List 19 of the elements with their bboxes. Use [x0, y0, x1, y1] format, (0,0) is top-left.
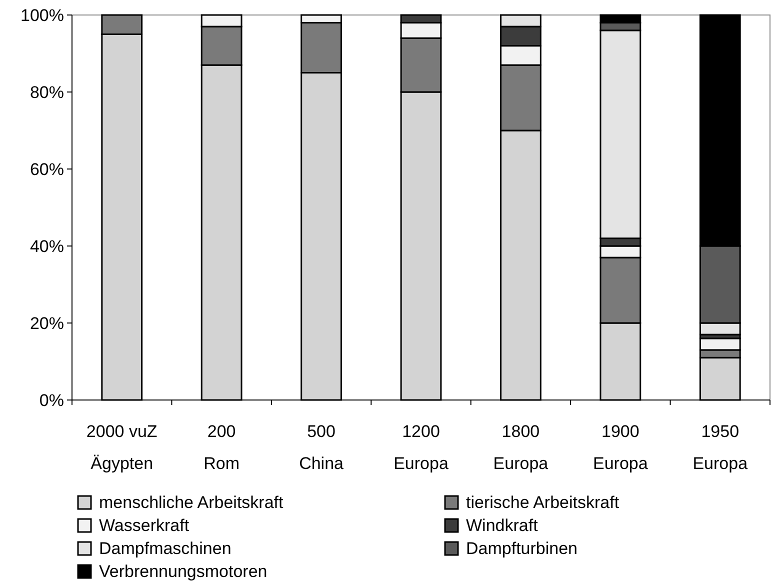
x-tick-label: 1800 Europa: [493, 422, 549, 473]
legend-label: tierische Arbeitskraft: [466, 493, 620, 512]
legend-label: Wasserkraft: [99, 516, 190, 535]
x-tick-label: 500 China: [299, 422, 344, 473]
x-tick-label: 1950 Europa: [692, 422, 748, 473]
y-tick-label: 80%: [30, 82, 64, 102]
x-tick-label: 1200 Europa: [394, 422, 449, 473]
y-tick-label: 100%: [20, 6, 64, 25]
legend-label: Windkraft: [466, 516, 538, 535]
legend-label: Dampfmaschinen: [99, 539, 232, 558]
x-tick-label: 1900 Europa: [593, 422, 648, 473]
y-tick-label: 40%: [30, 236, 64, 256]
y-tick-label: 0%: [39, 390, 64, 410]
x-tick-label: 200 Rom: [204, 422, 240, 473]
legend-label: Verbrennungsmotoren: [99, 562, 268, 581]
y-tick-label: 20%: [30, 314, 64, 333]
legend-label: Dampfturbinen: [466, 539, 578, 558]
legend-label: menschliche Arbeitskraft: [99, 493, 284, 512]
y-tick-label: 60%: [30, 160, 64, 179]
